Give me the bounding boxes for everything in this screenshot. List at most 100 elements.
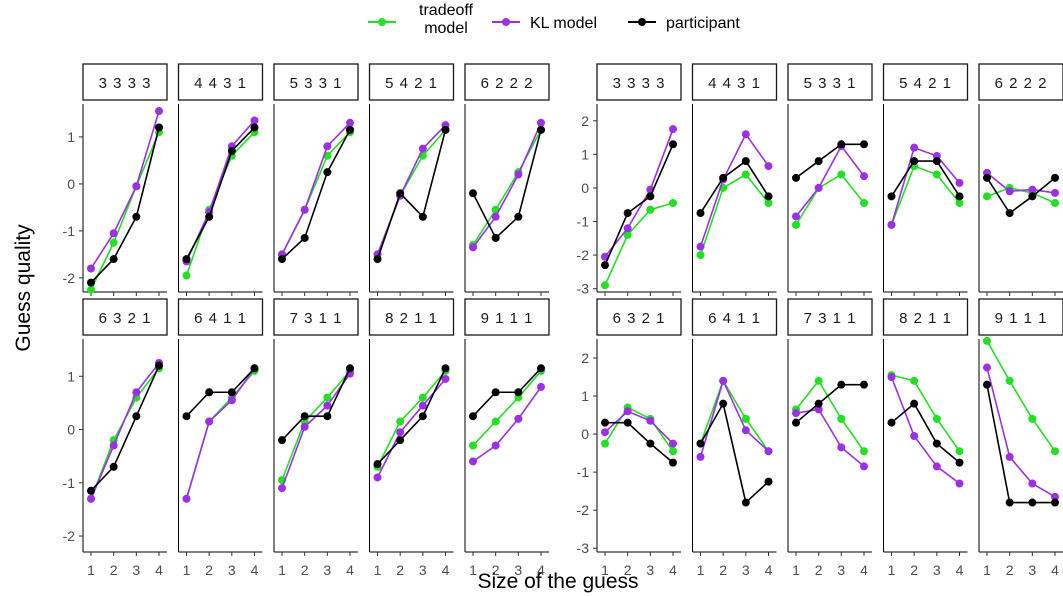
point-participant <box>860 140 868 149</box>
point-kl <box>491 441 500 450</box>
point-kl <box>860 462 868 471</box>
series-line-kl <box>890 376 960 485</box>
panel-1-4431: 4 4 3 1 <box>691 63 778 296</box>
y-tick-label: -1 <box>577 464 590 480</box>
y-tick-label: -2 <box>63 270 76 286</box>
series-line-kl <box>376 124 447 255</box>
x-tick-label: 3 <box>419 562 427 578</box>
strip <box>691 63 778 101</box>
strip-label: 5 3 3 1 <box>290 75 343 92</box>
panel-0-4431: 4 4 3 1 <box>177 63 264 296</box>
point-kl <box>396 428 405 437</box>
panel-0-7311: 7 3 1 1 1 2 3 4 <box>273 298 359 578</box>
point-participant <box>601 418 609 427</box>
y-tick-label: 0 <box>67 422 75 438</box>
point-participant <box>396 189 405 198</box>
legend-point-kl <box>502 18 510 26</box>
x-tick-label: 4 <box>860 562 868 578</box>
point-tradeoff <box>623 230 632 239</box>
series-line-tradeoff <box>986 340 1056 452</box>
x-tick-label: 3 <box>646 562 654 578</box>
strip <box>787 63 873 101</box>
strip <box>691 298 778 336</box>
point-participant <box>646 439 655 448</box>
x-tick-label: 4 <box>442 562 450 578</box>
strip <box>882 63 969 101</box>
x-tick-label: 1 <box>278 562 286 578</box>
x-tick-label: 3 <box>132 562 140 578</box>
strip-label: 6 3 2 1 <box>613 310 666 327</box>
point-participant <box>623 418 632 427</box>
strip <box>82 298 168 336</box>
y-tick-label: 0 <box>581 426 589 442</box>
point-participant <box>887 192 896 201</box>
panels: 3 3 3 3 -2 -1 0 1 4 4 3 1 5 3 3 1 5 4 2 1 6 2 2 … <box>63 63 1063 578</box>
series-line-kl <box>472 386 542 463</box>
point-kl <box>764 162 773 171</box>
strip <box>596 298 682 336</box>
strip-label: 4 4 3 1 <box>194 75 247 92</box>
series-line-kl <box>699 132 770 247</box>
strip-label: 4 4 3 1 <box>708 75 761 92</box>
point-kl <box>932 462 941 471</box>
point-kl <box>227 396 236 405</box>
strip-label: 8 2 1 1 <box>899 310 952 327</box>
point-participant <box>1051 173 1059 182</box>
x-tick-label: 2 <box>492 562 500 578</box>
series-line-participant <box>472 129 542 240</box>
point-kl <box>1028 185 1037 194</box>
panel-0-6222: 6 2 2 2 <box>464 63 550 296</box>
point-participant <box>109 462 118 471</box>
strip-label: 3 3 3 3 <box>613 75 666 92</box>
point-participant <box>182 255 191 264</box>
series-line-participant <box>699 159 770 214</box>
x-tick-label: 1 <box>888 562 896 578</box>
x-tick-label: 4 <box>765 562 773 578</box>
strip-label: 5 4 2 1 <box>899 75 952 92</box>
point-kl <box>601 428 609 437</box>
x-axis-title: Size of the guess <box>477 570 638 593</box>
point-kl <box>887 220 896 229</box>
point-kl <box>623 407 632 416</box>
point-participant <box>1005 209 1014 218</box>
point-kl <box>469 243 477 252</box>
series-line-tradeoff <box>699 173 770 256</box>
point-participant <box>719 399 728 408</box>
panel-0-5331: 5 3 3 1 <box>273 63 359 296</box>
point-kl <box>300 422 309 431</box>
point-participant <box>983 173 991 182</box>
point-participant <box>537 125 545 134</box>
point-kl <box>87 494 95 503</box>
point-kl <box>469 457 477 466</box>
point-tradeoff <box>469 441 477 450</box>
panel-1-8211: 8 2 1 1 1 2 3 4 <box>882 298 969 578</box>
point-participant <box>278 436 286 445</box>
y-axis-title: Guess quality <box>12 224 35 352</box>
point-participant <box>1005 498 1014 507</box>
series-line-participant <box>795 383 864 424</box>
point-participant <box>860 380 868 389</box>
y-tick-label: 1 <box>581 388 589 404</box>
point-kl <box>910 431 919 440</box>
legend-item-tradeoff: tradeoff model <box>368 2 474 37</box>
point-tradeoff <box>837 414 846 423</box>
point-participant <box>792 418 800 427</box>
point-participant <box>814 157 823 166</box>
y-tick-label: 0 <box>581 180 589 196</box>
point-participant <box>955 458 964 467</box>
panel-0-3333: 3 3 3 3 -2 -1 0 1 <box>63 63 168 296</box>
point-tradeoff <box>860 447 868 456</box>
point-kl <box>418 144 427 153</box>
point-participant <box>837 140 846 149</box>
point-kl <box>491 212 500 221</box>
strip-label: 6 4 1 1 <box>194 310 247 327</box>
point-kl <box>373 473 382 482</box>
panel-1-5331: 5 3 3 1 <box>787 63 873 296</box>
point-participant <box>418 212 427 221</box>
strip <box>596 63 682 101</box>
panel-0-6411: 6 4 1 1 1 2 3 4 <box>177 298 264 578</box>
series-line-tradeoff <box>795 379 865 452</box>
point-kl <box>182 494 191 503</box>
